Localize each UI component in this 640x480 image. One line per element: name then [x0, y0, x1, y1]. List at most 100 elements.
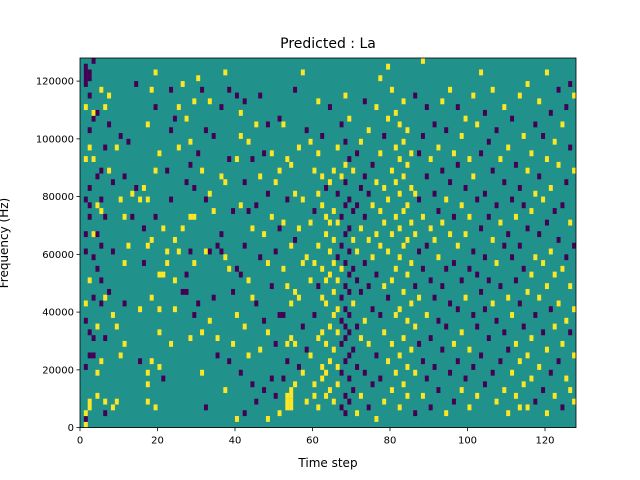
heatmap-cell-low: [293, 236, 298, 243]
heatmap-cell-low: [374, 352, 379, 359]
heatmap-cell-high: [265, 416, 270, 422]
heatmap-cell-low: [525, 225, 530, 232]
heatmap-cell-low: [436, 387, 441, 394]
heatmap-cell-low: [482, 306, 487, 313]
heatmap-cell-low: [153, 213, 158, 220]
heatmap-cell-high: [537, 364, 542, 370]
x-tick-label: 120: [535, 436, 554, 447]
heatmap-cell-high: [533, 190, 538, 197]
heatmap-cell-low: [548, 369, 553, 376]
heatmap-cell-high: [320, 173, 325, 180]
heatmap-cell-high: [525, 288, 530, 295]
heatmap-cell-low: [343, 323, 348, 330]
heatmap-cell-low: [479, 352, 484, 359]
heatmap-cell-low: [231, 288, 236, 295]
heatmap-cell-high: [308, 138, 313, 145]
heatmap-cell-low: [269, 283, 274, 290]
heatmap-cell-low: [537, 231, 542, 238]
heatmap-cell-low: [467, 265, 472, 272]
heatmap-cell-high: [258, 173, 263, 180]
heatmap-cell-low: [265, 121, 270, 128]
heatmap-cell-low: [378, 375, 383, 382]
heatmap-cell-low: [99, 300, 104, 307]
heatmap-cell-high: [490, 236, 495, 243]
heatmap-cell-low: [254, 398, 259, 405]
heatmap-cell-low: [541, 387, 546, 394]
heatmap-cell-low: [517, 185, 522, 191]
heatmap-cell-high: [223, 254, 228, 261]
heatmap-cell-high: [393, 179, 398, 186]
heatmap-cell-high: [471, 173, 476, 180]
heatmap-cell-low: [510, 115, 515, 122]
heatmap-cell-low: [486, 138, 491, 145]
heatmap-cell-low: [103, 335, 108, 342]
heatmap-cell-high: [560, 340, 565, 347]
heatmap-cell-low: [320, 133, 325, 139]
heatmap-cell-low: [355, 277, 360, 284]
heatmap-cell-low: [347, 352, 352, 359]
heatmap-cell-high: [370, 254, 375, 261]
heatmap-cell-high: [498, 219, 503, 226]
heatmap-cell-high: [95, 323, 100, 330]
heatmap-cell-high: [157, 271, 162, 278]
heatmap-cell-high: [285, 283, 290, 290]
heatmap-cell-low: [475, 271, 480, 278]
y-axis: 0 20000 40000 60000 80000 100000 120000: [36, 77, 80, 434]
heatmap-cell-high: [401, 98, 406, 105]
heatmap-cell-low: [234, 92, 239, 99]
heatmap-cell-low: [479, 225, 484, 232]
heatmap-cell-high: [413, 323, 418, 330]
heatmap-cell-high: [405, 364, 410, 370]
heatmap-cell-low: [362, 98, 367, 105]
heatmap-cell-high: [157, 329, 162, 336]
heatmap-cell-high: [172, 306, 177, 313]
heatmap-cell-high: [138, 196, 143, 203]
heatmap-cell-low: [242, 410, 247, 417]
heatmap-cell-low: [560, 202, 565, 209]
heatmap-cell-high: [347, 115, 352, 122]
heatmap-cell-low: [219, 231, 224, 238]
heatmap-cell-low: [498, 283, 503, 290]
heatmap-cell-high: [397, 121, 402, 128]
heatmap-cell-low: [110, 179, 115, 186]
heatmap-cell-high: [149, 358, 154, 365]
heatmap-cell-low: [87, 213, 92, 220]
heatmap-cell-high: [281, 219, 286, 226]
heatmap-cell-high: [517, 358, 522, 365]
x-tick-label: 100: [458, 436, 477, 447]
heatmap-cell-high: [386, 248, 391, 255]
heatmap-cell-high: [389, 86, 394, 93]
heatmap-cell-high: [409, 300, 414, 307]
heatmap-cell-low: [316, 283, 321, 290]
heatmap-cell-high: [428, 225, 433, 232]
heatmap-cell-low: [285, 358, 290, 365]
heatmap-cell-high: [525, 167, 530, 174]
heatmap-cell-high: [285, 392, 290, 399]
heatmap-cell-low: [459, 277, 464, 284]
heatmap-cell-high: [393, 144, 398, 151]
heatmap-cell-low: [451, 398, 456, 405]
x-axis-label: Time step: [297, 456, 357, 470]
heatmap-cell-high: [467, 156, 472, 162]
heatmap-cell-low: [556, 236, 561, 243]
heatmap-cell-high: [378, 208, 383, 214]
heatmap-cell-high: [293, 288, 298, 295]
heatmap-cell-high: [370, 202, 375, 209]
heatmap-cell-high: [544, 69, 549, 76]
heatmap-cell-high: [389, 277, 394, 284]
heatmap-cell-low: [258, 92, 263, 99]
heatmap-cell-low: [451, 213, 456, 220]
heatmap-cell-low: [510, 254, 515, 261]
heatmap-cell-high: [250, 294, 255, 301]
heatmap-cell-low: [95, 109, 100, 116]
heatmap-cell-low: [87, 202, 92, 209]
heatmap-cell-high: [289, 387, 294, 394]
heatmap-cell-high: [389, 387, 394, 394]
heatmap-cell-high: [289, 300, 294, 307]
heatmap-cell-low: [277, 225, 282, 232]
heatmap-cell-low: [428, 277, 433, 284]
heatmap-cell-low: [347, 375, 352, 382]
heatmap-cell-low: [347, 196, 352, 203]
heatmap-cell-low: [273, 340, 278, 347]
